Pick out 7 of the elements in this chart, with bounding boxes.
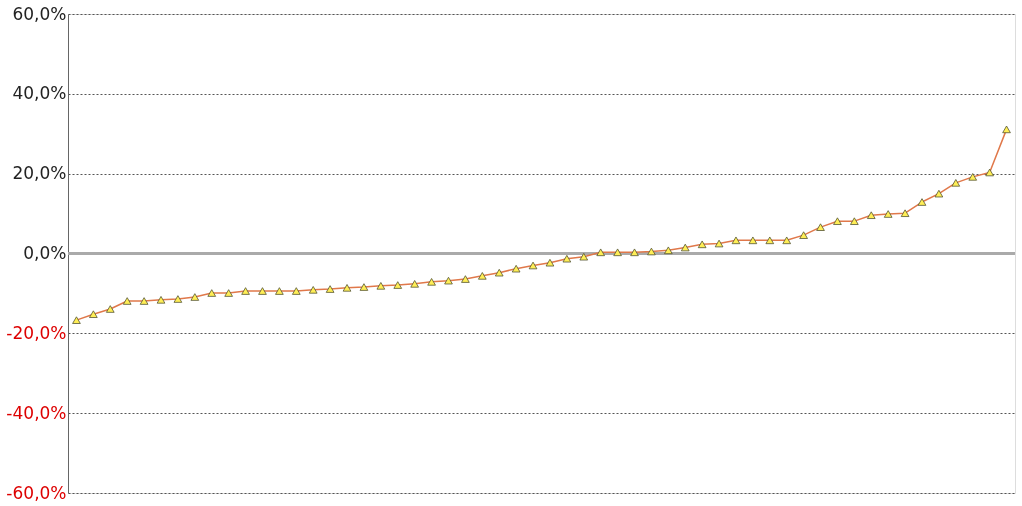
y-tick-label: 40,0% <box>12 83 67 104</box>
y-tick-label: 60,0% <box>12 3 67 24</box>
y-tick-label: -60,0% <box>6 482 67 503</box>
y-tick-label: -20,0% <box>6 322 67 343</box>
y-tick-label: -40,0% <box>6 402 67 423</box>
y-tick-label: 0,0% <box>23 243 67 263</box>
y-tick-label: 20,0% <box>12 163 67 184</box>
